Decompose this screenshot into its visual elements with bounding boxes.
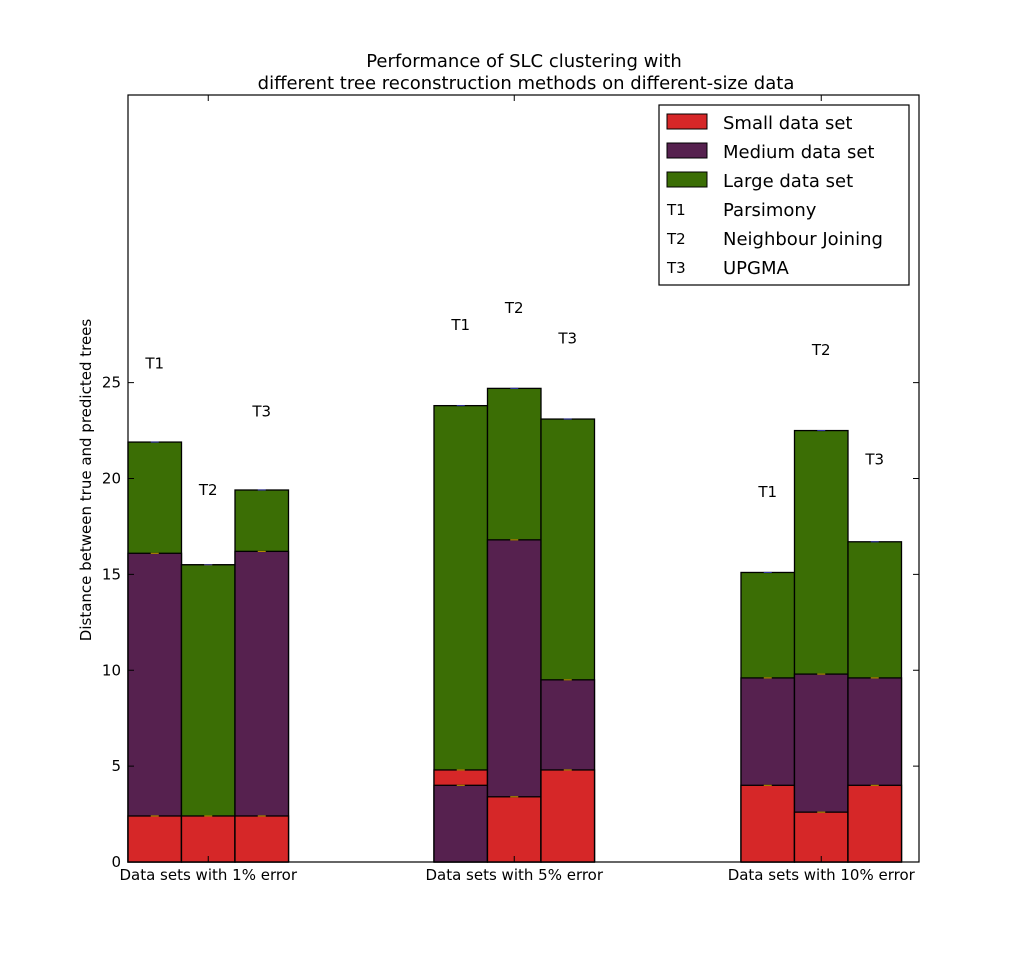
y-tick-label: 10 xyxy=(102,661,121,679)
legend-swatch-medium xyxy=(666,142,708,159)
bar-label-g2-t1: T1 xyxy=(450,316,470,334)
bar-label-g2-t2: T2 xyxy=(504,299,524,317)
bar-label-g3-t1: T1 xyxy=(757,483,777,501)
y-axis-label: Distance between true and predicted tree… xyxy=(77,319,95,642)
bar-small-g1-t2 xyxy=(180,815,236,863)
bar-small-g2-t3 xyxy=(540,769,596,863)
bar-label-g3-t3: T3 xyxy=(864,450,884,468)
y-tick-label: 5 xyxy=(111,757,121,775)
bar-label-g2-t3: T3 xyxy=(557,330,577,348)
axes-layer: 0 5 10 15 20 25 Data sets with 1% error Data se… xyxy=(102,94,920,884)
y-tick-label: 0 xyxy=(111,853,121,871)
bar-small-g1-t1 xyxy=(127,815,183,863)
legend-label: Neighbour Joining xyxy=(723,229,883,250)
legend-label: Large data set xyxy=(723,171,853,192)
bar-small-g2-t2 xyxy=(486,796,542,863)
bar-small-g1-t3 xyxy=(234,815,290,863)
legend-box xyxy=(658,104,910,286)
legend-code-t1: T1 xyxy=(666,201,686,219)
bar-label-g3-t2: T2 xyxy=(811,341,831,359)
y-tick-label: 20 xyxy=(102,470,121,488)
legend-code-t2: T2 xyxy=(666,230,686,248)
legend-label: Medium data set xyxy=(723,142,874,163)
legend-swatch-large xyxy=(666,171,708,188)
bar-medium-g1-t1 xyxy=(127,552,183,863)
bar-small-g3-t2 xyxy=(793,811,849,863)
legend-swatch-small xyxy=(666,113,708,130)
y-tick-label: 25 xyxy=(102,374,121,392)
bar-small-g3-t3 xyxy=(847,784,903,863)
legend-label: Small data set xyxy=(723,113,853,134)
chart-subtitle: different tree reconstruction methods on… xyxy=(258,73,795,94)
x-tick-label: Data sets with 10% error xyxy=(728,866,916,884)
legend-label: UPGMA xyxy=(723,258,790,279)
bars-layer xyxy=(127,387,903,863)
bar-small-g3-t1 xyxy=(740,784,796,863)
bar-labels-layer: T1 T2 T3 T1 T2 T3 T1 T2 T3 xyxy=(144,299,884,501)
x-tick-label: Data sets with 5% error xyxy=(425,866,603,884)
y-tick-label: 15 xyxy=(102,565,121,583)
bar-label-g1-t1: T1 xyxy=(144,354,164,372)
legend-label: Parsimony xyxy=(723,200,817,221)
bar-label-g1-t3: T3 xyxy=(251,402,271,420)
legend: Small data set Medium data set Large data … xyxy=(658,104,910,286)
legend-code-t3: T3 xyxy=(666,259,686,277)
bar-medium-g2-t1 xyxy=(433,784,489,863)
bar-label-g1-t2: T2 xyxy=(198,481,218,499)
x-tick-label: Data sets with 1% error xyxy=(119,866,297,884)
chart-title: Performance of SLC clustering with xyxy=(366,51,682,72)
bar-medium-g1-t3 xyxy=(234,550,290,863)
